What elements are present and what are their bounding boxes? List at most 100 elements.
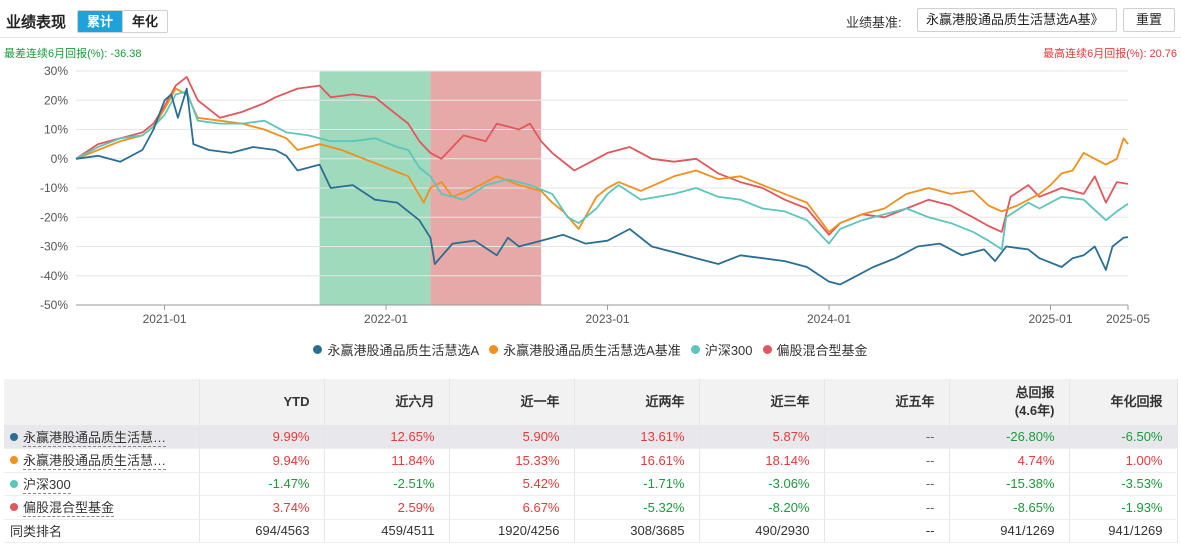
- header-total-line1: 总回报: [1015, 385, 1055, 400]
- return-value-cell: -1.71%: [574, 472, 700, 496]
- x-tick-label: 2025-01: [1028, 312, 1072, 326]
- return-value-cell: 15.33%: [449, 448, 575, 473]
- return-value-cell: -3.06%: [699, 472, 825, 496]
- page-title: 业绩表现: [6, 14, 67, 31]
- y-tick-label: -20%: [40, 210, 68, 224]
- rank-value-cell: --: [824, 519, 950, 543]
- benchmark-select[interactable]: 永赢港股通品质生活慧选A基》: [917, 8, 1117, 32]
- legend-label: 沪深300: [704, 343, 753, 358]
- return-value-cell: 16.61%: [574, 448, 700, 473]
- x-tick-label: 2023-01: [586, 312, 630, 326]
- header-1y[interactable]: 近一年: [449, 379, 575, 425]
- series-line-fund: [75, 87, 1129, 286]
- x-tick-label: 2024-01: [807, 312, 851, 326]
- rank-value-cell: 490/2930: [699, 519, 825, 543]
- header-total-line2: (4.6年): [1014, 403, 1055, 418]
- table-row[interactable]: 沪深300 -1.47% -2.51% 5.42% -1.71% -3.06% -- -15.…: [4, 472, 1178, 496]
- row-name-link[interactable]: 沪深300: [23, 474, 71, 494]
- legend-label: 永赢港股通品质生活慧选A: [327, 343, 480, 358]
- tab-cumulative[interactable]: 累计: [78, 11, 123, 32]
- row-name-cell: 永赢港股通品质生活慧…: [4, 448, 200, 473]
- return-value-cell: --: [824, 472, 950, 496]
- legend-dot-icon: [690, 345, 700, 354]
- return-value-cell: 13.61%: [574, 425, 700, 449]
- row-name-cell: 偏股混合型基金: [4, 495, 200, 520]
- return-value-cell: -3.53%: [1069, 472, 1178, 496]
- performance-chart[interactable]: 30% 20% 10% 0% -10% -20% -30% -40% -50% 2021-01 20…: [0, 60, 1181, 330]
- y-tick-label: 0%: [51, 152, 69, 166]
- header-ytd[interactable]: YTD: [199, 379, 325, 425]
- tab-annualized[interactable]: 年化: [122, 11, 168, 32]
- chart-legend: 永赢港股通品质生活慧选A 永赢港股通品质生活慧选A基准 沪深300 偏股混合型基金: [0, 340, 1181, 359]
- return-value-cell: -8.65%: [949, 495, 1070, 520]
- header-bar: 业绩表现 累计 年化 业绩基准: 永赢港股通品质生活慧选A基》 重置: [0, 0, 1181, 38]
- return-value-cell: 11.84%: [324, 448, 450, 473]
- series-line-hs300: [75, 90, 1129, 251]
- header-6m[interactable]: 近六月: [324, 379, 450, 425]
- reset-button[interactable]: 重置: [1123, 8, 1175, 32]
- legend-item-category[interactable]: 偏股混合型基金: [762, 340, 868, 359]
- header-total[interactable]: 总回报 (4.6年): [949, 379, 1070, 425]
- series-line-category: [75, 76, 1129, 236]
- series-dot-icon: [10, 479, 18, 488]
- legend-item-hs300[interactable]: 沪深300: [690, 340, 753, 359]
- y-tick-label: -30%: [40, 240, 68, 254]
- return-value-cell: --: [824, 425, 950, 449]
- mode-toggle: 累计 年化: [77, 10, 169, 33]
- return-value-cell: 9.99%: [199, 425, 325, 449]
- return-value-cell: -26.80%: [949, 425, 1070, 449]
- series-dot-icon: [10, 432, 18, 441]
- table-row[interactable]: 永赢港股通品质生活慧… 9.99% 12.65% 5.90% 13.61% 5.87% --…: [4, 425, 1178, 449]
- header-2y[interactable]: 近两年: [574, 379, 700, 425]
- return-value-cell: 2.59%: [324, 495, 450, 520]
- y-tick-label: -10%: [40, 181, 68, 195]
- row-name-link[interactable]: 偏股混合型基金: [23, 497, 115, 518]
- return-value-cell: 9.94%: [199, 448, 325, 473]
- return-value-cell: 5.87%: [699, 425, 825, 449]
- benchmark-label: 业绩基准:: [846, 15, 902, 30]
- x-tick-label: 2021-01: [143, 312, 187, 326]
- return-value-cell: 5.42%: [449, 472, 575, 496]
- header-5y[interactable]: 近五年: [824, 379, 950, 425]
- return-value-cell: 5.90%: [449, 425, 575, 449]
- best-6m-return-label: 最高连续6月回报(%): 20.76: [1043, 48, 1177, 60]
- legend-label: 偏股混合型基金: [776, 343, 868, 358]
- return-value-cell: -1.47%: [199, 472, 325, 496]
- y-tick-label: 20%: [44, 93, 68, 107]
- table-row[interactable]: 永赢港股通品质生活慧… 9.94% 11.84% 15.33% 16.61% 18.14%…: [4, 448, 1178, 473]
- return-value-cell: 12.65%: [324, 425, 450, 449]
- return-value-cell: 1.00%: [1069, 448, 1178, 473]
- return-value-cell: -1.93%: [1069, 495, 1178, 520]
- rank-value-cell: 941/1269: [949, 519, 1070, 543]
- legend-dot-icon: [489, 345, 499, 354]
- row-name-cell: 沪深300: [4, 472, 200, 496]
- rank-value-cell: 941/1269: [1069, 519, 1178, 543]
- series-line-benchmark: [75, 87, 1129, 233]
- header-3y[interactable]: 近三年: [699, 379, 825, 425]
- row-name-link[interactable]: 永赢港股通品质生活慧…: [23, 427, 167, 447]
- header-annualized[interactable]: 年化回报: [1069, 379, 1178, 425]
- return-value-cell: 3.74%: [199, 495, 325, 520]
- y-tick-label: -50%: [40, 298, 68, 312]
- legend-item-benchmark[interactable]: 永赢港股通品质生活慧选A基准: [489, 340, 681, 359]
- rank-value-cell: 1920/4256: [449, 519, 575, 543]
- y-tick-label: 10%: [44, 123, 68, 137]
- returns-table-wrap: YTD 近六月 近一年 近两年 近三年 近五年 总回报 (4.6年) 年化回报 永…: [4, 379, 1178, 543]
- row-name-cell: 永赢港股通品质生活慧…: [4, 425, 200, 449]
- series-dot-icon: [10, 503, 18, 512]
- x-tick-label: 2022-01: [364, 312, 408, 326]
- table-row[interactable]: 偏股混合型基金 3.74% 2.59% 6.67% -5.32% -8.20% -- -8.6…: [4, 495, 1178, 520]
- return-value-cell: --: [824, 448, 950, 473]
- rank-value-cell: 694/4563: [199, 519, 325, 543]
- return-value-cell: 4.74%: [949, 448, 1070, 473]
- return-value-cell: 18.14%: [699, 448, 825, 473]
- legend-item-fund[interactable]: 永赢港股通品质生活慧选A: [313, 340, 479, 359]
- return-value-cell: -15.38%: [949, 472, 1070, 496]
- row-name-link[interactable]: 永赢港股通品质生活慧…: [23, 450, 167, 471]
- legend-label: 永赢港股通品质生活慧选A基准: [503, 343, 681, 358]
- table-header-row: YTD 近六月 近一年 近两年 近三年 近五年 总回报 (4.6年) 年化回报: [4, 379, 1178, 425]
- returns-table: YTD 近六月 近一年 近两年 近三年 近五年 总回报 (4.6年) 年化回报 永…: [4, 379, 1178, 543]
- return-value-cell: -6.50%: [1069, 425, 1178, 449]
- return-value-cell: -5.32%: [574, 495, 700, 520]
- rank-value-cell: 459/4511: [324, 519, 450, 543]
